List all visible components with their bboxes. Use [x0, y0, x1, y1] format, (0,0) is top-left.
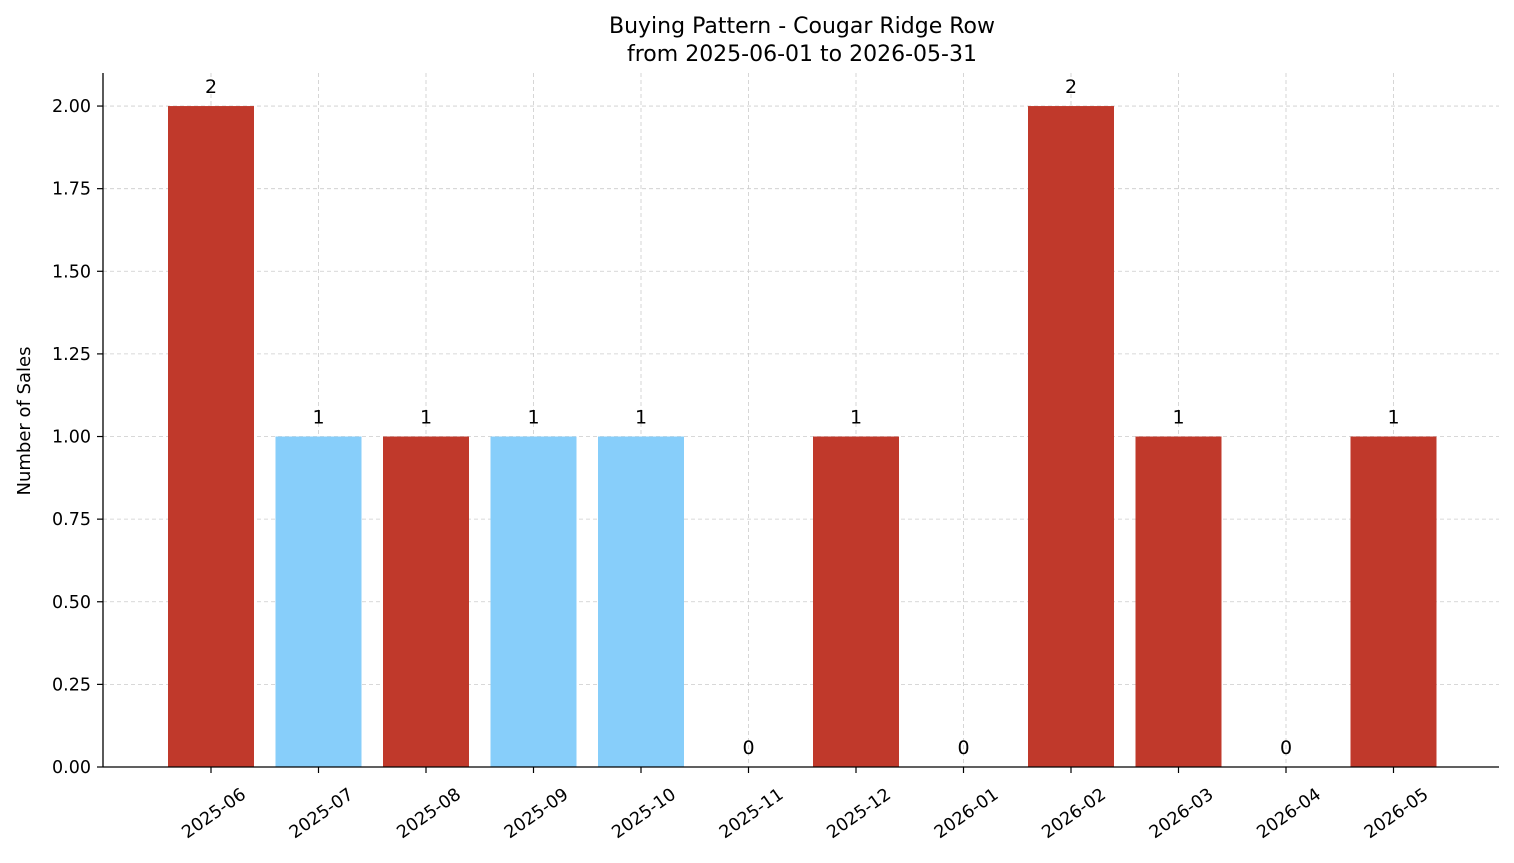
- x-tick-label: 2025-08: [393, 785, 464, 843]
- y-tick-label: 1.25: [52, 345, 91, 365]
- bar-data-label: 0: [957, 737, 969, 759]
- chart-title: Buying Pattern - Cougar Ridge Row: [609, 14, 995, 39]
- y-tick-label: 1.75: [52, 180, 91, 200]
- bar-data-label: 0: [1280, 737, 1292, 759]
- bar: [1028, 106, 1114, 768]
- bar-data-label: 1: [635, 407, 647, 429]
- bar-data-label: 1: [1172, 407, 1184, 429]
- x-tick-label: 2025-11: [716, 785, 787, 843]
- bar-data-label: 1: [420, 407, 432, 429]
- bar-data-label: 2: [205, 76, 217, 98]
- y-tick-label: 1.00: [52, 428, 91, 448]
- x-tick-label: 2025-09: [501, 785, 572, 843]
- bar-data-label: 1: [1387, 407, 1399, 429]
- x-tick-label: 2026-04: [1253, 785, 1324, 843]
- y-axis-label: Number of Sales: [14, 346, 35, 495]
- chart-subtitle: from 2025-06-01 to 2026-05-31: [627, 42, 977, 67]
- bar-data-label: 1: [312, 407, 324, 429]
- bar: [1135, 436, 1222, 767]
- x-tick-label: 2025-07: [286, 785, 357, 843]
- y-tick-label: 0.50: [52, 593, 91, 613]
- y-tick-label: 1.50: [52, 262, 91, 282]
- x-tick-label: 2026-01: [931, 785, 1002, 843]
- x-tick-label: 2026-03: [1146, 785, 1217, 843]
- bar-data-label: 2: [1065, 76, 1077, 98]
- y-tick-label: 0.00: [52, 758, 91, 778]
- x-tick-label: 2026-05: [1361, 785, 1432, 843]
- bar: [813, 436, 899, 767]
- bar-data-label: 0: [742, 737, 754, 759]
- bar-layer: 2 1 1 1 1 0 1 0 2 1 0 1: [168, 76, 1437, 768]
- y-tick-label: 2.00: [52, 97, 91, 117]
- x-tick-label: 2025-12: [823, 785, 894, 843]
- bar: [168, 106, 254, 768]
- x-tick-label: 2025-10: [608, 785, 679, 843]
- bar: [490, 436, 577, 767]
- y-tick-label: 0.25: [52, 675, 91, 695]
- bar: [275, 436, 362, 767]
- bar-data-label: 1: [850, 407, 862, 429]
- bar: [383, 436, 469, 767]
- bar: [1350, 436, 1437, 767]
- bar-data-label: 1: [527, 407, 539, 429]
- x-tick-label: 2025-06: [178, 785, 249, 843]
- y-tick-label: 0.75: [52, 510, 91, 530]
- x-tick-label: 2026-02: [1038, 785, 1109, 843]
- bar: [598, 436, 684, 767]
